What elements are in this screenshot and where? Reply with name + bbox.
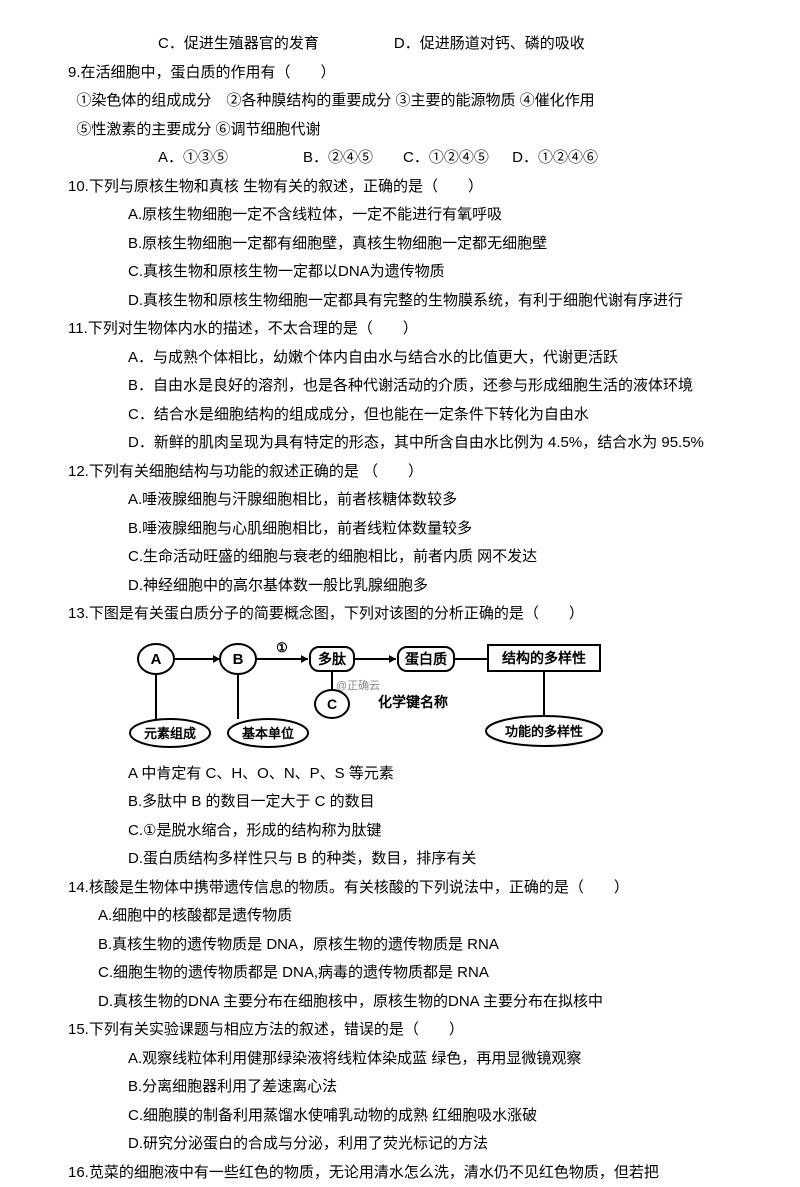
q8-optC: C．促进生殖器官的发育 <box>158 35 319 52</box>
q11-optC: C．结合水是细胞结构的组成成分，但也能在一定条件下转化为自由水 <box>68 401 732 430</box>
q9-line2: ⑤性激素的主要成分 ⑥调节细胞代谢 <box>68 116 732 145</box>
q16-stem: 16.苋菜的细胞液中有一些红色的物质，无论用清水怎么洗，清水仍不见红色物质，但若… <box>68 1159 732 1187</box>
q13-diagram: A B ① 多肽 蛋白质 结构的多样性 @正确云 C 化学键名称 元素组成 基本… <box>128 637 618 752</box>
q13-optD: D.蛋白质结构多样性只与 B 的种类，数目，排序有关 <box>68 845 732 874</box>
q14-optB: B.真核生物的遗传物质是 DNA，原核生物的遗传物质是 RNA <box>68 931 732 960</box>
q15-optB: B.分离细胞器利用了差速离心法 <box>68 1073 732 1102</box>
q9-options: A．①③⑤ B．②④⑤ C．①②④⑤ D．①②④⑥ <box>68 144 732 173</box>
diagram-node-C: C <box>327 696 337 712</box>
q14-optC: C.细胞生物的遗传物质都是 DNA,病毒的遗传物质都是 RNA <box>68 959 732 988</box>
q14-optD: D.真核生物的DNA 主要分布在细胞核中，原核生物的DNA 主要分布在拟核中 <box>68 988 732 1017</box>
diagram-node-unit: 基本单位 <box>241 726 294 741</box>
q12-stem: 12.下列有关细胞结构与功能的叙述正确的是 （ ） <box>68 458 732 487</box>
diagram-bond-label: 化学键名称 <box>378 694 448 710</box>
q9-stem: 9.在活细胞中，蛋白质的作用有（ ） <box>68 59 732 88</box>
q15-stem: 15.下列有关实验课题与相应方法的叙述，错误的是（ ） <box>68 1016 732 1045</box>
q10-stem: 10.下列与原核生物和真核 生物有关的叙述，正确的是（ ） <box>68 173 732 202</box>
q14-stem: 14.核酸是生物体中携带遗传信息的物质。有关核酸的下列说法中，正确的是（ ） <box>68 874 732 903</box>
q12-optD: D.神经细胞中的高尔基体数一般比乳腺细胞多 <box>68 572 732 601</box>
q15-optA: A.观察线粒体利用健那绿染液将线粒体染成蓝 绿色，再用显微镜观察 <box>68 1045 732 1074</box>
diagram-node-struct: 结构的多样性 <box>502 650 586 666</box>
q15-optD: D.研究分泌蛋白的合成与分泌，利用了荧光标记的方法 <box>68 1130 732 1159</box>
q10-optC: C.真核生物和原核生物一定都以DNA为遗传物质 <box>68 258 732 287</box>
diagram-node-poly: 多肽 <box>318 651 347 667</box>
diagram-watermark: @正确云 <box>336 679 380 692</box>
q15-optC: C.细胞膜的制备利用蒸馏水使哺乳动物的成熟 红细胞吸水涨破 <box>68 1102 732 1131</box>
diagram-node-protein: 蛋白质 <box>405 651 447 667</box>
diagram-node-A: A <box>151 651 162 668</box>
q8-optD: D．促进肠道对钙、磷的吸收 <box>394 35 585 52</box>
q10-optB: B.原核生物细胞一定都有细胞壁，真核生物细胞一定都无细胞壁 <box>68 230 732 259</box>
q14-optA: A.细胞中的核酸都是遗传物质 <box>68 902 732 931</box>
q12-optC: C.生命活动旺盛的细胞与衰老的细胞相比，前者内质 网不发达 <box>68 543 732 572</box>
q8-options: C．促进生殖器官的发育 D．促进肠道对钙、磷的吸收 <box>68 30 732 59</box>
q13-stem: 13.下图是有关蛋白质分子的简要概念图，下列对该图的分析正确的是（ ） <box>68 600 732 629</box>
q11-optA: A．与成熟个体相比，幼嫩个体内自由水与结合水的比值更大，代谢更活跃 <box>68 344 732 373</box>
q10-optD: D.真核生物和原核生物细胞一定都具有完整的生物膜系统，有利于细胞代谢有序进行 <box>68 287 732 316</box>
q11-optB: B．自由水是良好的溶剂，也是各种代谢活动的介质，还参与形成细胞生活的液体环境 <box>68 372 732 401</box>
q13-optB: B.多肽中 B 的数目一定大于 C 的数目 <box>68 788 732 817</box>
diagram-node-B: B <box>233 651 244 668</box>
q9-line1: ①染色体的组成成分 ②各种膜结构的重要成分 ③主要的能源物质 ④催化作用 <box>68 87 732 116</box>
q12-optB: B.唾液腺细胞与心肌细胞相比，前者线粒体数量较多 <box>68 515 732 544</box>
diagram-node-func: 功能的多样性 <box>505 724 583 739</box>
q12-optA: A.唾液腺细胞与汗腺细胞相比，前者核糖体数较多 <box>68 486 732 515</box>
q13-lineA: A 中肯定有 C、H、O、N、P、S 等元素 <box>68 760 732 789</box>
diagram-node-elem: 元素组成 <box>144 726 196 741</box>
q10-optA: A.原核生物细胞一定不含线粒体，一定不能进行有氧呼吸 <box>68 201 732 230</box>
q13-optC: C.①是脱水缩合，形成的结构称为肽键 <box>68 817 732 846</box>
q11-optD: D．新鲜的肌肉呈现为具有特定的形态，其中所含自由水比例为 4.5%，结合水为 9… <box>68 429 732 458</box>
q11-stem: 11.下列对生物体内水的描述，不太合理的是（ ） <box>68 315 732 344</box>
diagram-label-1: ① <box>276 640 288 655</box>
